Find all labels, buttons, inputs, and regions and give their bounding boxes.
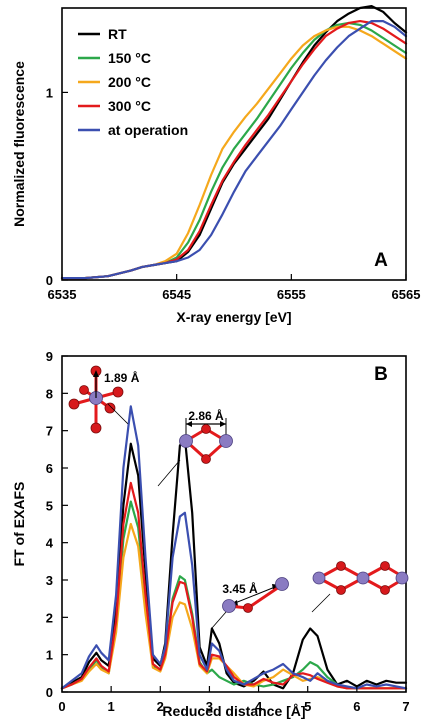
panel-b-frame: [61, 355, 407, 693]
b-y-tick-label: 4: [46, 536, 54, 551]
corner-sharing-dimer-molecule: 3.45 Å: [211, 577, 289, 629]
panel-a-ticks: [61, 91, 407, 281]
a-x-tick-label: 6565: [392, 287, 421, 302]
a-y-tick-label: 0: [46, 273, 53, 288]
panel-a-frame: [61, 7, 407, 281]
legend-label-2: 200 °C: [108, 74, 151, 90]
a-series-line-0: [60, 4, 408, 280]
b-y-tick-label: 1: [46, 648, 53, 663]
panel-b: 0 1 2 3 4 5 6 7 0 1 2 3 4 5 6 7 8 9 1.89 Å: [11, 349, 410, 719]
b-y-tick-label: 9: [46, 349, 53, 364]
legend-label-0: RT: [108, 26, 127, 42]
panel-a-legend: RT 150 °C 200 °C 300 °C at operation: [78, 26, 188, 138]
annotation-1-89: 1.89 Å: [104, 370, 140, 385]
b-x-tick-label: 2: [157, 699, 164, 714]
b-y-tick-label: 6: [46, 461, 53, 476]
octahedral-site-molecule: 1.89 Å: [68, 365, 140, 434]
panel-a-y-tick-labels: 01: [46, 85, 53, 288]
a-x-tick-label: 6535: [48, 287, 77, 302]
b-series-line-3: [60, 481, 408, 690]
b-x-tick-label: 5: [304, 699, 311, 714]
panel-b-y-axis-label: FT of EXAFS: [11, 482, 27, 567]
edge-sharing-dimer-molecule: 2.86 Å: [157, 408, 233, 487]
legend-label-3: 300 °C: [108, 98, 151, 114]
b-y-tick-label: 3: [46, 573, 53, 588]
panel-a-letter: A: [374, 250, 388, 271]
b-y-tick-label: 8: [46, 386, 53, 401]
b-x-tick-label: 0: [58, 699, 65, 714]
b-x-tick-label: 1: [108, 699, 115, 714]
b-y-tick-label: 0: [46, 685, 53, 700]
panel-b-x-axis-label: Reduced distance [Å]: [162, 703, 305, 719]
b-y-tick-label: 2: [46, 610, 53, 625]
a-x-tick-label: 6555: [277, 287, 306, 302]
b-y-tick-label: 7: [46, 424, 53, 439]
panel-a-y-axis-label: Normalized fluorescence: [11, 61, 27, 227]
b-y-tick-label: 5: [46, 498, 53, 513]
panel-a-series: [60, 4, 408, 280]
annotation-2-86: 2.86 Å: [188, 408, 224, 423]
panel-b-letter: B: [374, 364, 388, 385]
legend-label-1: 150 °C: [108, 50, 151, 66]
a-y-tick-label: 1: [46, 85, 53, 100]
annotation-3-45: 3.45 Å: [222, 581, 258, 596]
a-x-tick-label: 6545: [162, 287, 191, 302]
a-series-line-4: [60, 20, 408, 280]
panel-b-x-tick-labels: 0 1 2 3 4 5 6 7: [58, 699, 409, 714]
panel-b-ticks: [61, 355, 407, 693]
legend-label-4: at operation: [108, 122, 188, 138]
b-series-line-4: [60, 405, 408, 690]
b-x-tick-label: 6: [353, 699, 360, 714]
b-x-tick-label: 3: [206, 699, 213, 714]
double-edge-sharing-chain-molecule: [311, 561, 409, 613]
panel-b-y-tick-labels: 0 1 2 3 4 5 6 7 8 9: [46, 349, 54, 700]
b-x-tick-label: 4: [255, 699, 263, 714]
panel-b-series: [60, 405, 408, 690]
panel-a-x-axis-label: X-ray energy [eV]: [176, 309, 291, 325]
b-x-tick-label: 7: [402, 699, 409, 714]
panel-a-x-tick-labels: 6535 6545 6555 6565: [48, 287, 421, 302]
